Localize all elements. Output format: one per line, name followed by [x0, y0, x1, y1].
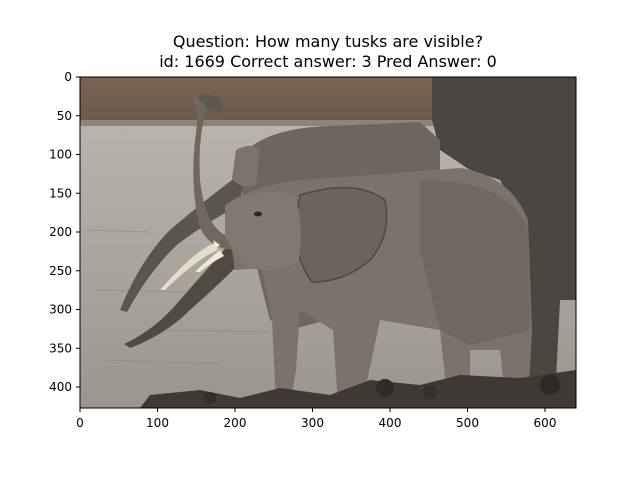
elephant-ear [294, 186, 388, 283]
x-tick-label: 300 [301, 416, 324, 430]
y-tick-label: 150 [49, 186, 72, 200]
x-tick-label: 400 [379, 416, 402, 430]
y-tick-label: 350 [49, 341, 72, 355]
elephant-photo [80, 77, 576, 408]
y-axis: 0 50 100 150 200 250 300 350 400 [49, 70, 80, 394]
x-tick-label: 500 [456, 416, 479, 430]
x-axis: 0 100 200 300 400 500 600 [76, 408, 556, 430]
x-tick-label: 600 [534, 416, 557, 430]
y-tick-label: 100 [49, 148, 72, 162]
raised-trunk [192, 95, 232, 250]
y-tick-label: 250 [49, 264, 72, 278]
y-tick-label: 300 [49, 303, 72, 317]
x-tick-label: 0 [76, 416, 84, 430]
figure-title-line1: Question: How many tusks are visible? [172, 32, 484, 51]
adult-elephant-right [432, 77, 576, 400]
tusk [195, 250, 224, 272]
figure-title-line2: id: 1669 Correct answer: 3 Pred Answer: … [159, 52, 497, 71]
axes-frame [79, 76, 577, 409]
tusk [160, 243, 218, 290]
y-tick-label: 400 [49, 380, 72, 394]
x-tick-label: 200 [224, 416, 247, 430]
y-tick-label: 0 [64, 70, 72, 84]
mud-bank [140, 370, 576, 408]
y-tick-label: 200 [49, 225, 72, 239]
x-tick-label: 100 [146, 416, 169, 430]
y-tick-label: 50 [57, 109, 72, 123]
